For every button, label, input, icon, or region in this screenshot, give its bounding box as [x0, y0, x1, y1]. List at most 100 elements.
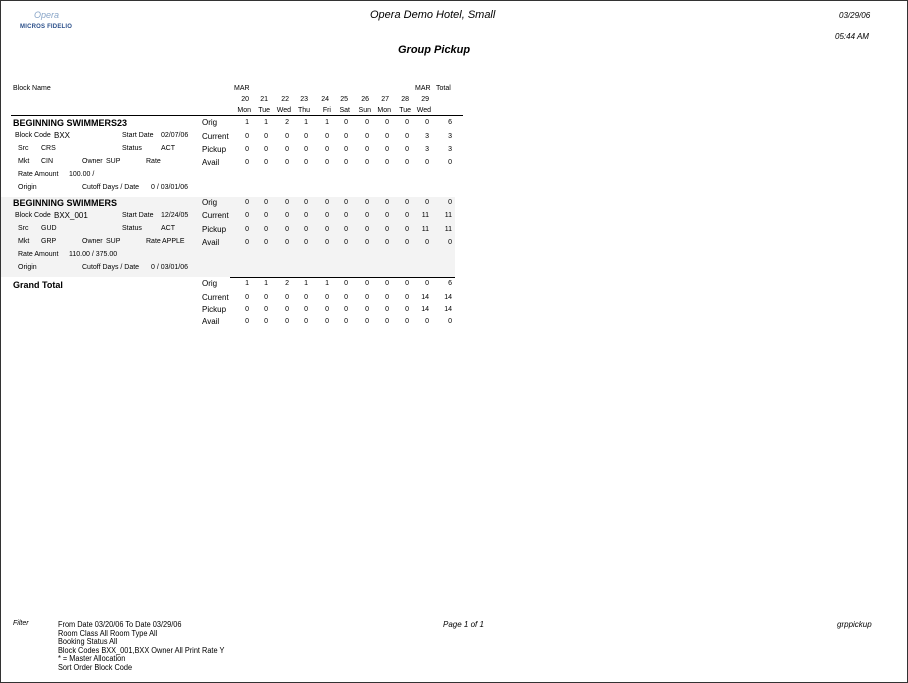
cell-value: 0: [344, 318, 348, 325]
cell-value: 0: [344, 212, 348, 219]
block-start-date-label: Start Date: [122, 212, 154, 219]
block-start-date: 12/24/05: [161, 212, 189, 219]
weekday: Sat: [339, 107, 350, 114]
block-rate: APPLE: [162, 238, 185, 245]
cell-value: 0: [264, 239, 268, 246]
cell-value: 0: [325, 318, 329, 325]
cell-value: 0: [245, 226, 249, 233]
block-start-date-label: Start Date: [122, 132, 154, 139]
filter-line: Block Codes BXX_001,BXX Owner All Print …: [58, 645, 225, 655]
cell-value: 0: [245, 199, 249, 206]
block-cutoff-label: Cutoff Days / Date: [82, 184, 140, 191]
cell-value: 0: [285, 226, 289, 233]
filter-line: Booking Status All: [58, 637, 118, 646]
row-label: Avail: [202, 238, 220, 247]
cell-value: 1: [264, 280, 268, 287]
col-month-last: MAR: [415, 85, 431, 92]
cell-value: 0: [285, 199, 289, 206]
block-rate-amount-label: Rate Amount: [18, 251, 59, 258]
cell-value: 0: [304, 159, 308, 166]
col-total: Total: [436, 85, 451, 92]
cell-value: 0: [425, 199, 429, 206]
cell-value: 0: [264, 133, 268, 140]
cell-value: 0: [325, 199, 329, 206]
block-src-label: Src: [18, 225, 29, 232]
block-rate-amount: 100.00 /: [69, 171, 95, 178]
day-number: 23: [300, 96, 308, 103]
cell-value: 0: [264, 294, 268, 301]
cell-value: 0: [344, 306, 348, 313]
weekday: Tue: [258, 107, 270, 114]
filter-line: * = Master Allocation: [58, 654, 126, 663]
cell-value: 0: [325, 212, 329, 219]
cell-value: 0: [365, 280, 369, 287]
cell-value: 0: [385, 212, 389, 219]
cell-value: 0: [264, 199, 268, 206]
filter-line: From Date 03/20/06 To Date 03/29/06: [58, 620, 182, 629]
cell-value: 0: [344, 294, 348, 301]
block-cutoff-label: Cutoff Days / Date: [82, 264, 140, 271]
day-number: 27: [381, 96, 389, 103]
cell-value: 0: [365, 159, 369, 166]
cell-value: 0: [285, 294, 289, 301]
cell-value: 1: [304, 280, 308, 287]
weekday: Wed: [276, 107, 291, 114]
cell-value: 0: [325, 226, 329, 233]
cell-value: 0: [344, 146, 348, 153]
block-owner-label: Owner: [82, 238, 103, 245]
cell-value: 0: [405, 212, 409, 219]
block-status-label: Status: [122, 145, 142, 152]
block-status: ACT: [161, 145, 175, 152]
filter-line: Sort Order Block Code: [58, 662, 133, 672]
day-number: 24: [321, 96, 329, 103]
block-rate-amount-label: Rate Amount: [18, 171, 59, 178]
cell-value: 0: [344, 239, 348, 246]
micros-logo: MICROS FIDELIO: [20, 24, 73, 30]
cell-value: 2: [285, 119, 289, 126]
cell-value: 0: [245, 159, 249, 166]
cell-value: 0: [425, 239, 429, 246]
block-name: BEGINNING SWIMMERS23: [13, 118, 128, 128]
block-highlight: [1, 197, 455, 277]
cell-value: 0: [285, 318, 289, 325]
cell-value: 0: [405, 159, 409, 166]
block-cutoff: 0 / 03/01/06: [151, 264, 188, 271]
cell-value: 0: [365, 306, 369, 313]
cell-value: 1: [264, 119, 268, 126]
weekday: Sun: [358, 107, 371, 114]
cell-value: 0: [405, 133, 409, 140]
block-origin-label: Origin: [18, 264, 37, 271]
cell-value: 0: [245, 133, 249, 140]
row-label: Pickup: [202, 225, 227, 234]
weekday: Tue: [399, 107, 411, 114]
block-block-code-label: Block Code: [15, 212, 51, 219]
row-total: 14: [444, 294, 452, 301]
col-month-first: MAR: [234, 85, 250, 92]
block-src: CRS: [41, 145, 56, 152]
row-total: 11: [444, 212, 452, 219]
cell-value: 0: [365, 318, 369, 325]
row-total: 6: [448, 280, 452, 287]
report-time: 05:44 AM: [835, 32, 869, 41]
cell-value: 1: [325, 280, 329, 287]
row-label: Orig: [202, 198, 218, 207]
weekday: Wed: [416, 107, 431, 114]
row-label: Pickup: [202, 145, 227, 154]
hotel-name: Opera Demo Hotel, Small: [370, 9, 496, 21]
header-divider: [11, 115, 463, 116]
row-label: Orig: [202, 118, 218, 127]
cell-value: 0: [264, 159, 268, 166]
cell-value: 0: [344, 119, 348, 126]
cell-value: 0: [425, 280, 429, 287]
row-total: 6: [448, 119, 452, 126]
cell-value: 0: [385, 239, 389, 246]
cell-value: 0: [365, 239, 369, 246]
day-number: 26: [361, 96, 369, 103]
block-mkt: GRP: [41, 238, 57, 245]
day-number: 21: [260, 96, 268, 103]
cell-value: 2: [285, 280, 289, 287]
row-label: Avail: [202, 158, 220, 167]
cell-value: 0: [365, 294, 369, 301]
cell-value: 0: [365, 146, 369, 153]
